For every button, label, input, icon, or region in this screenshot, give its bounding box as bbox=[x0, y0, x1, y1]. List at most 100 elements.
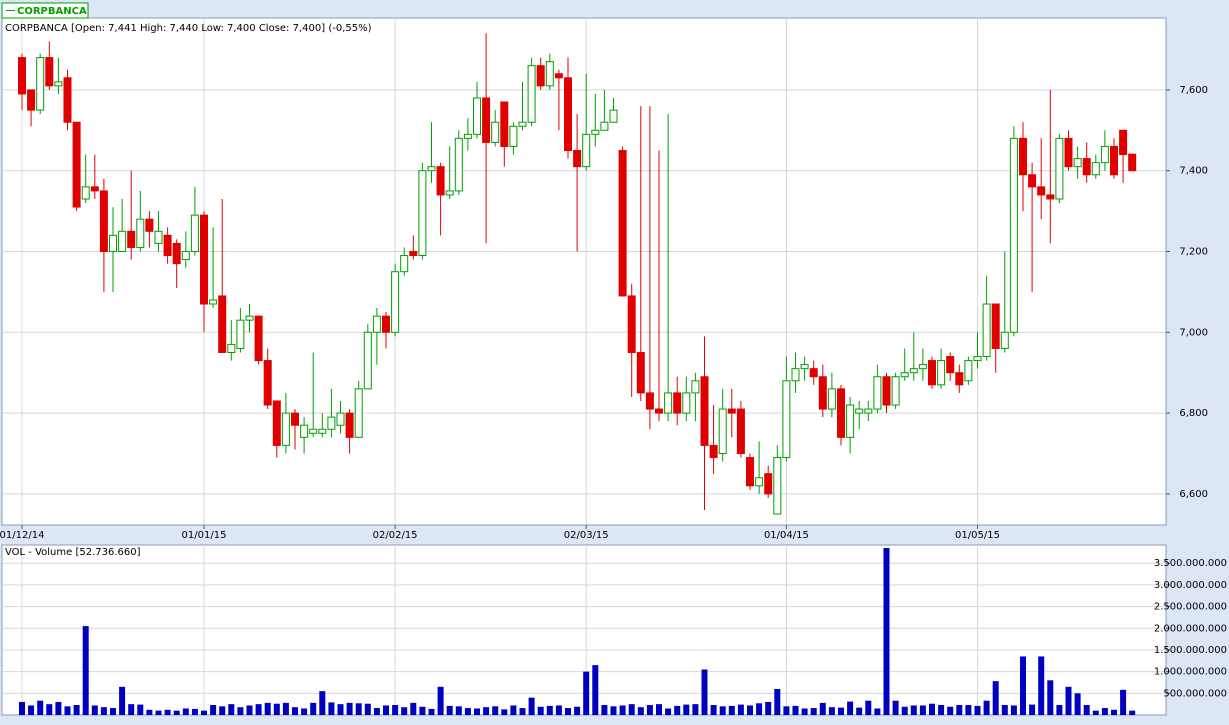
volume-bar bbox=[410, 702, 417, 715]
candle-body bbox=[655, 408, 663, 414]
volume-bar bbox=[310, 702, 317, 715]
candle-body bbox=[1046, 194, 1055, 200]
volume-bar bbox=[519, 708, 526, 715]
volume-bar bbox=[319, 691, 326, 715]
volume-bar bbox=[565, 708, 571, 715]
volume-bar bbox=[792, 705, 799, 715]
candle-body bbox=[409, 251, 418, 257]
candle-body bbox=[591, 129, 600, 135]
volume-bar bbox=[756, 703, 763, 715]
candle-body bbox=[154, 230, 163, 244]
volume-bar bbox=[255, 704, 262, 715]
candle-body bbox=[837, 388, 845, 438]
candle-body bbox=[1073, 158, 1082, 168]
candle-body bbox=[163, 234, 172, 257]
volume-bar bbox=[1092, 710, 1099, 715]
candle-body bbox=[891, 376, 900, 406]
candle-body bbox=[1064, 137, 1073, 168]
x-tick-label: 02/02/15 bbox=[373, 530, 418, 541]
volume-bar bbox=[601, 705, 608, 715]
candle-body bbox=[991, 303, 1000, 349]
volume-bar bbox=[273, 703, 280, 715]
volume-bar bbox=[282, 702, 289, 715]
candle-body bbox=[809, 368, 818, 378]
chart-title: CORPBANCA [Open: 7,441 High: 7,440 Low: … bbox=[5, 23, 372, 34]
candle-body bbox=[1100, 145, 1109, 164]
volume-bar bbox=[55, 701, 62, 715]
volume-bar bbox=[292, 707, 298, 715]
candle-body bbox=[1119, 129, 1128, 156]
candle-body bbox=[664, 392, 673, 414]
candle-body bbox=[263, 360, 272, 406]
volume-bar bbox=[1074, 693, 1081, 715]
candle-body bbox=[99, 190, 108, 253]
volume-bar bbox=[929, 703, 935, 715]
x-tick-label: 01/01/15 bbox=[182, 530, 227, 541]
candle-body bbox=[363, 331, 372, 390]
volume-bar bbox=[1065, 686, 1072, 715]
candle-body bbox=[518, 121, 527, 127]
candle-body bbox=[955, 372, 964, 386]
volume-bar bbox=[483, 707, 490, 715]
volume-bar bbox=[819, 702, 826, 715]
volume-bar bbox=[1047, 680, 1054, 715]
candle-body bbox=[118, 230, 127, 253]
candle-body bbox=[527, 65, 536, 123]
candle-body bbox=[800, 364, 809, 370]
candle-body bbox=[618, 150, 627, 297]
volume-bar bbox=[919, 705, 926, 715]
volume-bar bbox=[392, 705, 399, 715]
volume-bar bbox=[1083, 705, 1090, 715]
candle-body bbox=[928, 360, 936, 386]
y-tick-label: 7,600 bbox=[1179, 85, 1208, 96]
volume-bar bbox=[546, 705, 553, 715]
candle-body bbox=[554, 73, 563, 79]
candle-body bbox=[145, 218, 154, 232]
volume-bar bbox=[783, 706, 790, 715]
volume-bar bbox=[364, 703, 371, 715]
candle-body bbox=[382, 315, 390, 333]
volume-bar bbox=[965, 705, 972, 715]
candle-body bbox=[309, 428, 318, 434]
candle-body bbox=[272, 400, 281, 446]
candle-body bbox=[45, 57, 54, 87]
y-tick-label: 7,000 bbox=[1179, 327, 1208, 338]
volume-bar bbox=[110, 708, 116, 715]
candle-body bbox=[200, 214, 208, 305]
candle-body bbox=[873, 376, 882, 410]
volume-bar bbox=[37, 700, 44, 715]
volume-bar bbox=[1101, 708, 1108, 715]
volume-bar bbox=[119, 686, 126, 715]
volume-bar bbox=[510, 705, 517, 715]
candle-body bbox=[536, 65, 545, 87]
y-tick-label: 500.000.000 bbox=[1163, 688, 1227, 699]
volume-bar bbox=[1129, 710, 1136, 715]
candle-body bbox=[181, 251, 190, 261]
volume-bar bbox=[355, 703, 362, 715]
volume-bar bbox=[992, 681, 999, 715]
volume-bar bbox=[401, 707, 408, 715]
volume-bar bbox=[492, 706, 499, 715]
candle-body bbox=[354, 388, 363, 438]
candle-body bbox=[36, 57, 45, 111]
volume-bar bbox=[1120, 689, 1127, 715]
x-tick-label: 01/12/14 bbox=[0, 530, 44, 541]
volume-bar bbox=[747, 705, 753, 715]
volume-bar bbox=[446, 705, 453, 715]
candle-body bbox=[300, 424, 309, 438]
volume-bar bbox=[28, 705, 35, 715]
volume-bar bbox=[683, 704, 690, 715]
volume-bar bbox=[528, 697, 535, 715]
candle-body bbox=[90, 186, 99, 192]
candle-body bbox=[727, 408, 736, 414]
candle-body bbox=[564, 77, 572, 152]
volume-bar bbox=[637, 707, 644, 715]
candle-body bbox=[218, 295, 227, 353]
candle-body bbox=[254, 315, 263, 362]
candle-body bbox=[791, 368, 800, 382]
volume-bar bbox=[865, 700, 872, 715]
volume-bar bbox=[847, 701, 854, 715]
candle-body bbox=[500, 101, 509, 147]
